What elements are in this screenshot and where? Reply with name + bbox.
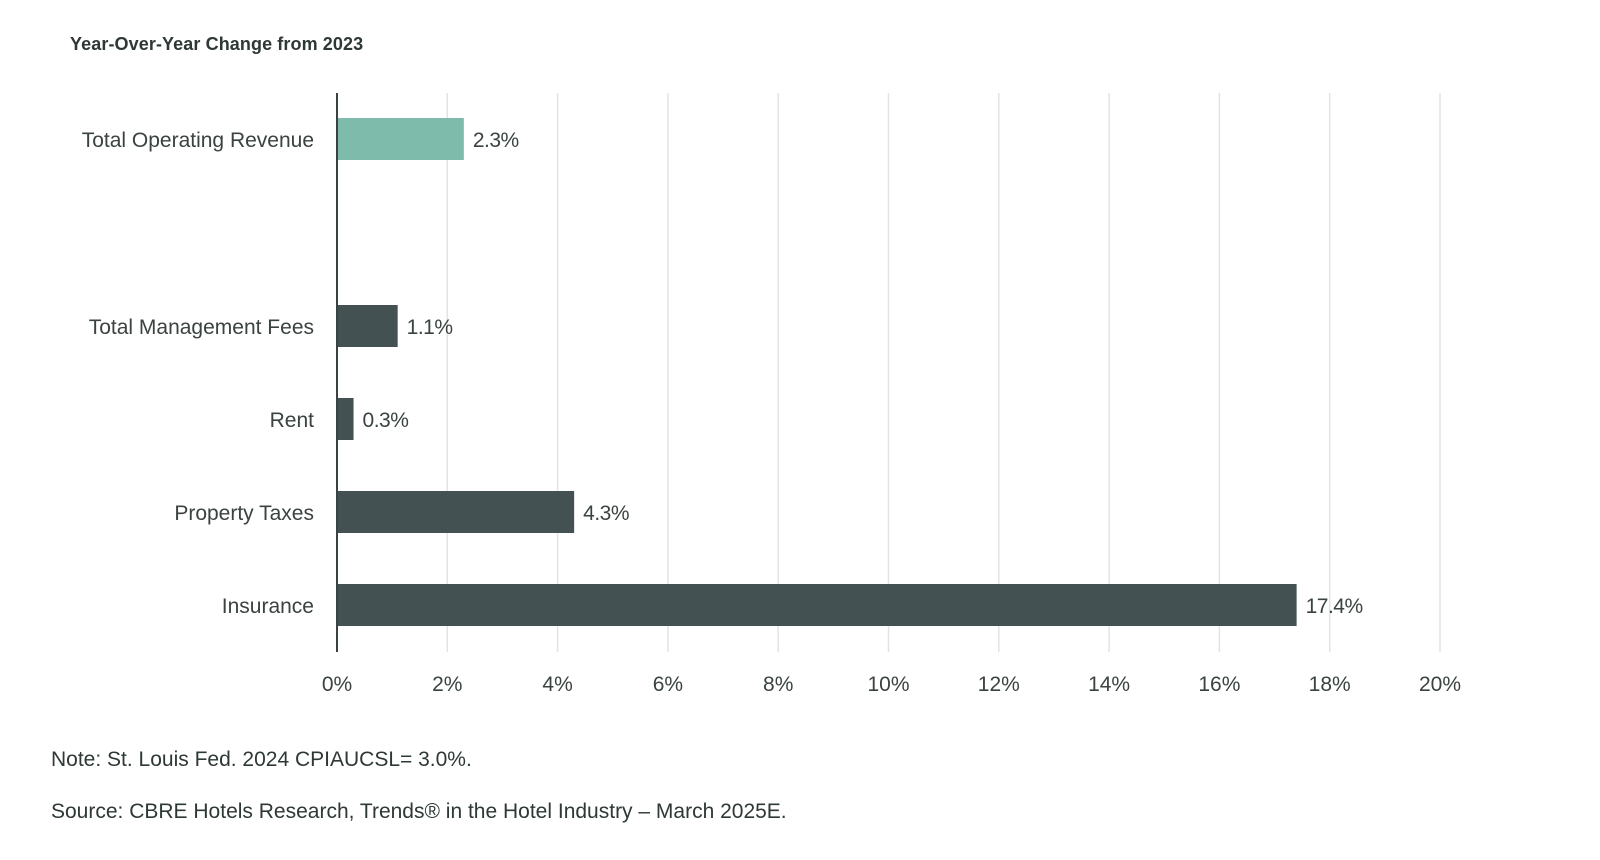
bar-total-management-fees xyxy=(337,305,398,347)
x-tick-label: 2% xyxy=(432,673,462,696)
bar-property-taxes xyxy=(337,491,575,533)
chart-source: Source: CBRE Hotels Research, Trends® in… xyxy=(51,800,787,823)
x-tick-label: 10% xyxy=(867,673,909,696)
category-label: Insurance xyxy=(222,595,314,618)
value-label: 4.3% xyxy=(583,502,629,525)
chart-note: Note: St. Louis Fed. 2024 CPIAUCSL= 3.0%… xyxy=(51,748,472,771)
category-label: Total Management Fees xyxy=(89,316,314,339)
category-label: Rent xyxy=(270,409,315,432)
x-tick-label: 16% xyxy=(1198,673,1240,696)
bar-insurance xyxy=(337,584,1297,626)
x-tick-label: 6% xyxy=(653,673,683,696)
category-label: Property Taxes xyxy=(174,502,314,525)
value-label: 1.1% xyxy=(407,316,453,339)
chart-title: Year-Over-Year Change from 2023 xyxy=(70,34,364,54)
value-label: 0.3% xyxy=(363,409,409,432)
bar-rent xyxy=(337,398,354,440)
value-label: 2.3% xyxy=(473,129,519,152)
x-tick-label: 12% xyxy=(978,673,1020,696)
bar-chart: 0% 2% 4% 6% 8% 10% 12% 14% 16% 18% 20% Total Operat… xyxy=(82,93,1461,696)
x-tick-label: 14% xyxy=(1088,673,1130,696)
x-tick-label: 4% xyxy=(542,673,572,696)
value-label: 17.4% xyxy=(1306,595,1363,618)
x-tick-label: 0% xyxy=(322,673,352,696)
category-label: Total Operating Revenue xyxy=(82,129,314,152)
x-tick-label: 18% xyxy=(1309,673,1351,696)
x-tick-label: 8% xyxy=(763,673,793,696)
bar-total-operating-revenue xyxy=(337,118,464,160)
x-tick-label: 20% xyxy=(1419,673,1461,696)
